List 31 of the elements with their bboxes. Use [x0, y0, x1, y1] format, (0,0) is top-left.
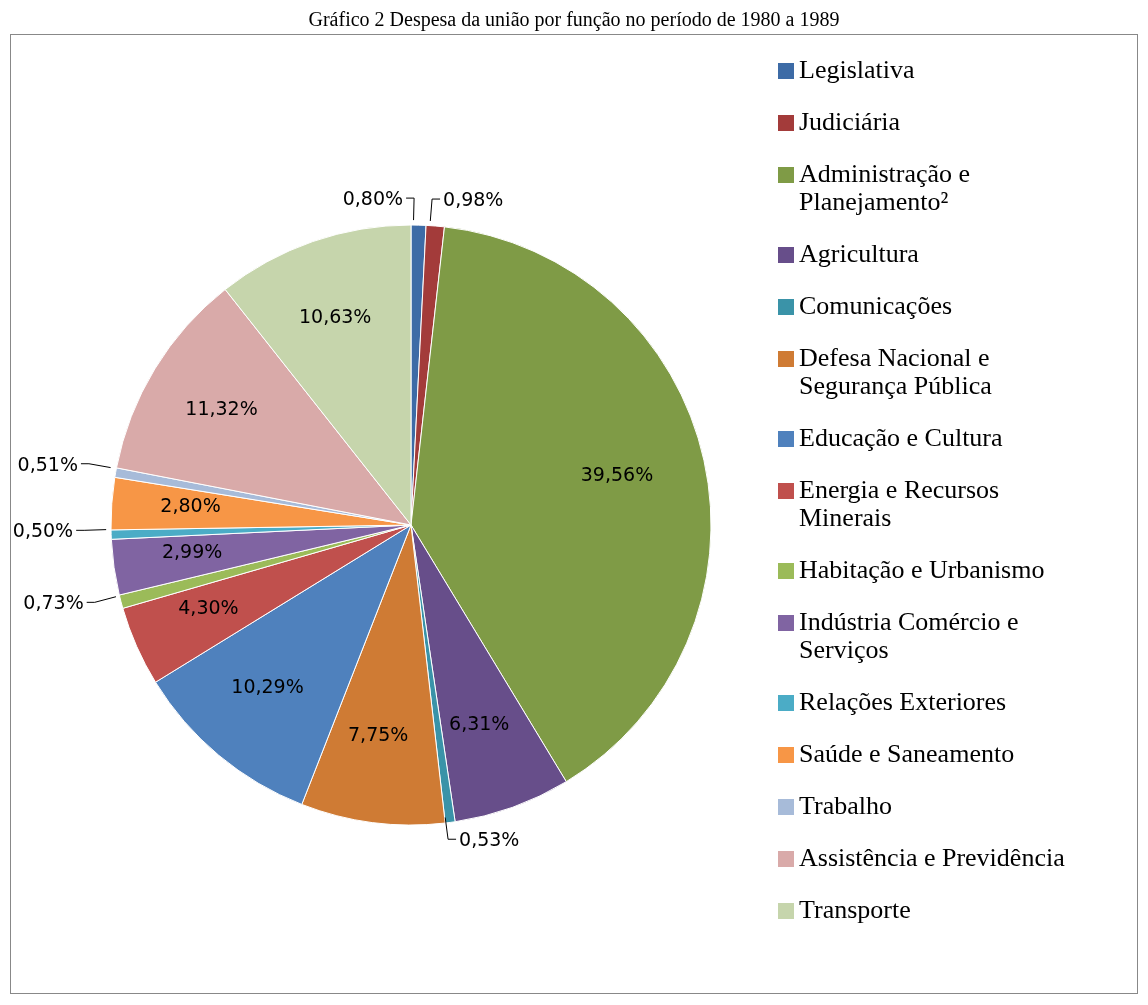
legend-label: Judiciária: [799, 107, 901, 136]
data-label: 0,98%: [443, 188, 504, 211]
data-label: 39,56%: [580, 462, 654, 485]
data-label: 10,29%: [231, 674, 304, 697]
legend-label: Agricultura: [799, 239, 919, 268]
chart-title: Gráfico 2 Despesa da união por função no período de 1980 a 1989: [307, 8, 841, 31]
data-label: 6,31%: [449, 712, 510, 735]
legend-label: Educação e Cultura: [799, 423, 1003, 452]
legend-label: Defesa Nacional e Segurança Pública: [799, 343, 993, 400]
data-label: 2,99%: [161, 539, 223, 562]
legend-label: Saúde e Saneamento: [799, 739, 1015, 768]
data-label: 0,73%: [23, 591, 84, 614]
data-label: 10,63%: [298, 304, 372, 327]
legend-label: Energia e Recursos Minerais: [799, 475, 1001, 532]
legend-label: Relações Exteriores: [799, 687, 1007, 716]
data-label: 11,32%: [185, 396, 258, 419]
legend-label: Transporte: [799, 895, 911, 924]
data-label: 0,50%: [12, 519, 74, 542]
legend-label: Indústria Comércio e Serviços: [799, 607, 1020, 664]
legend-label: Trabalho: [799, 791, 892, 820]
data-label: 2,80%: [160, 493, 221, 516]
data-label: 0,53%: [459, 828, 520, 851]
legend-label: Assistência e Previdência: [799, 843, 1065, 872]
legend-label: Habitação e Urbanismo: [799, 555, 1045, 584]
data-label: 4,30%: [178, 596, 239, 619]
data-label: 7,75%: [348, 723, 409, 746]
legend-label: Administração e Planejamento²: [799, 159, 972, 216]
legend-label: Comunicações: [799, 291, 953, 320]
data-label: 0,51%: [17, 452, 78, 475]
legend-label: Legislativa: [799, 55, 915, 84]
data-label: 0,80%: [342, 187, 404, 210]
